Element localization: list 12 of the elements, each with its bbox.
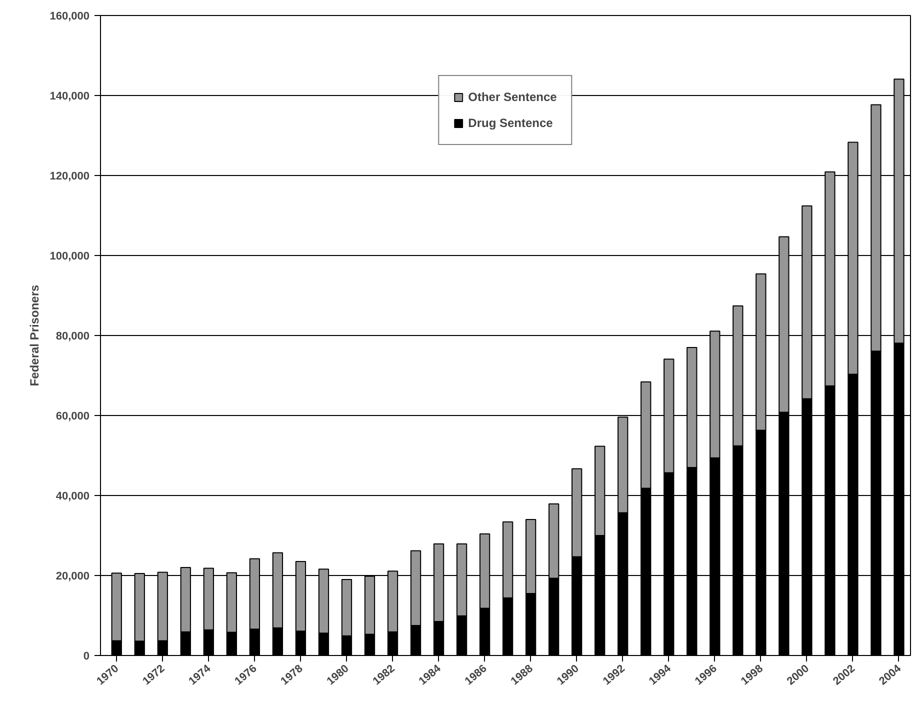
y-axis-title: Federal Prisoners bbox=[28, 284, 42, 386]
y-tick-label: 0 bbox=[83, 650, 90, 662]
legend-label: Other Sentence bbox=[468, 90, 557, 104]
y-tick-label: 120,000 bbox=[50, 170, 90, 182]
y-tick-label: 140,000 bbox=[50, 90, 90, 102]
y-tick-label: 100,000 bbox=[50, 250, 90, 262]
legend-label: Drug Sentence bbox=[468, 116, 553, 130]
y-tick-label: 160,000 bbox=[50, 10, 90, 22]
y-tick-label: 60,000 bbox=[56, 410, 90, 422]
y-tick-label: 80,000 bbox=[56, 330, 90, 342]
y-tick-label: 40,000 bbox=[56, 490, 90, 502]
y-tick-label: 20,000 bbox=[56, 570, 90, 582]
